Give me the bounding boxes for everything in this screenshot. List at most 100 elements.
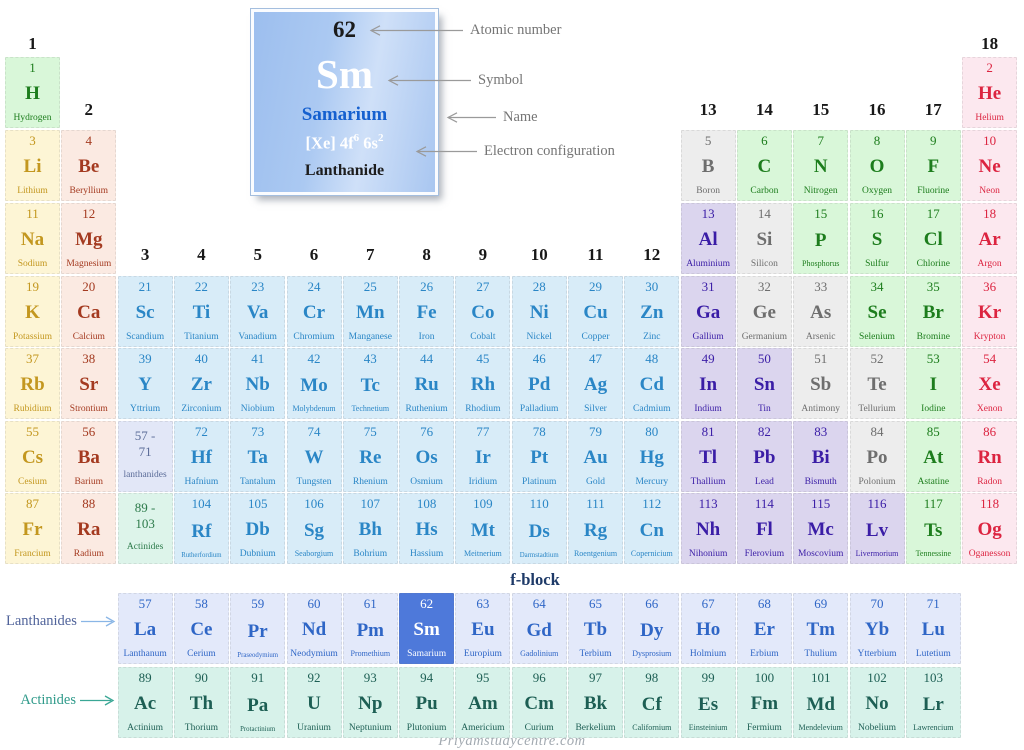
element-name: Boron	[696, 185, 720, 196]
element-symbol: Al	[698, 229, 718, 251]
atomic-number: 66	[645, 596, 659, 611]
element-name: Helium	[975, 112, 1004, 123]
element-symbol: Xe	[978, 374, 1001, 396]
element-cell-54: 54 Xe Xenon	[962, 348, 1018, 419]
element-name: Berkelium	[575, 722, 616, 733]
element-name: Samarium	[407, 648, 447, 659]
actinides-text: Actinides	[20, 691, 76, 708]
arrow-left-icon	[446, 111, 496, 123]
element-name: Yttrium	[130, 403, 161, 414]
atomic-number: 57	[138, 596, 152, 611]
atomic-number: 42	[307, 351, 321, 366]
element-symbol: Au	[583, 447, 608, 469]
group-header-13: 13	[699, 100, 717, 119]
atomic-number: 9	[930, 133, 937, 148]
atomic-number: 91	[251, 670, 265, 685]
group-header-11: 11	[587, 245, 604, 264]
element-cell-70: 70 Yb Ytterbium	[849, 593, 905, 664]
element-cell-90: 90 Th Thorium	[173, 667, 229, 738]
element-name: Ruthenium	[405, 403, 448, 414]
element-symbol: Mn	[356, 302, 385, 324]
atomic-number: 116	[867, 496, 887, 511]
element-name: Bromine	[916, 331, 950, 342]
group-header-3: 3	[140, 245, 150, 264]
element-symbol: I	[929, 374, 937, 396]
element-cell-26: 26 Fe Iron	[399, 276, 455, 347]
element-symbol: Be	[78, 156, 100, 178]
element-name: Mendelevium	[798, 723, 843, 733]
atomic-number: 34	[870, 279, 884, 294]
element-name: Oganesson	[968, 548, 1011, 559]
element-cell-30: 30 Zn Zinc	[624, 276, 680, 347]
atomic-number: 112	[642, 496, 662, 511]
element-symbol: Ar	[978, 229, 1001, 251]
atomic-number: 65	[589, 596, 602, 611]
element-symbol: Hf	[190, 447, 212, 469]
atomic-number: 69	[814, 596, 828, 611]
element-symbol: Cn	[639, 520, 664, 542]
atomic-number: 60	[307, 596, 321, 611]
atomic-number: 98	[645, 670, 659, 685]
element-symbol: Y	[138, 374, 152, 396]
element-name: Gallium	[692, 331, 724, 342]
atomic-number: 90	[194, 670, 208, 685]
element-name: Zirconium	[181, 403, 222, 414]
element-name: Selenium	[859, 331, 895, 342]
element-cell-76: 76 Os Osmium	[399, 421, 455, 492]
atomic-number: 55	[26, 424, 39, 439]
atomic-number: 114	[754, 496, 774, 511]
atomic-number: 35	[926, 279, 940, 294]
element-symbol: Na	[20, 229, 45, 251]
element-name: Fluorine	[917, 185, 950, 196]
element-cell-95: 95 Am Americium	[455, 667, 511, 738]
atomic-number: 72	[194, 424, 208, 439]
element-symbol: Cd	[639, 374, 664, 396]
atomic-number: 79	[589, 424, 602, 439]
element-cell-33: 33 As Arsenic	[793, 276, 849, 347]
atomic-number: 29	[589, 279, 602, 294]
element-cell-16: 16 S Sulfur	[849, 203, 905, 274]
element-name: Molybdenum	[292, 404, 336, 414]
atomic-number: 75	[363, 424, 377, 439]
range-end: 71	[138, 444, 152, 460]
element-cell-60: 60 Nd Neodymium	[286, 593, 342, 664]
element-symbol: Ac	[134, 693, 157, 715]
element-symbol: Rf	[191, 520, 212, 542]
element-cell-14: 14 Si Silicon	[736, 203, 792, 274]
atomic-number: 1	[29, 60, 36, 75]
arrow-right-icon	[80, 615, 116, 627]
element-symbol: Sn	[753, 374, 775, 396]
element-symbol: U	[307, 693, 321, 715]
element-name: Technetium	[351, 404, 390, 414]
element-symbol: Si	[756, 229, 773, 251]
element-cell-102: 102 No Nobelium	[849, 667, 905, 738]
element-name: Nobelium	[858, 722, 896, 733]
atomic-number: 93	[363, 670, 377, 685]
group-header-14: 14	[755, 100, 773, 119]
element-cell-74: 74 W Tungsten	[286, 421, 342, 492]
element-cell-115: 115 Mc Moscovium	[793, 493, 849, 564]
element-name: Erbium	[750, 648, 779, 659]
atomic-number: 46	[532, 351, 546, 366]
annotation-label: Symbol	[478, 71, 524, 88]
element-symbol: Li	[23, 156, 42, 178]
element-cell-73: 73 Ta Tantalum	[230, 421, 286, 492]
element-symbol: Ag	[583, 374, 608, 396]
group-header-17: 17	[924, 100, 942, 119]
element-symbol: Kr	[977, 302, 1002, 324]
element-cell-48: 48 Cd Cadmium	[624, 348, 680, 419]
atomic-number: 2	[986, 60, 993, 75]
element-symbol: He	[977, 83, 1002, 105]
element-cell-79: 79 Au Gold	[568, 421, 623, 492]
element-cell-29: 29 Cu Copper	[568, 276, 623, 347]
element-symbol: Sg	[303, 520, 325, 542]
element-symbol: Co	[471, 302, 495, 324]
element-name: Scandium	[126, 331, 165, 342]
element-cell-104: 104 Rf Rutherfordium	[173, 493, 229, 564]
element-name: Titanium	[184, 331, 219, 342]
element-cell-105: 105 Db Dubnium	[230, 493, 286, 564]
atomic-number: 47	[589, 351, 602, 366]
atomic-number: 51	[814, 351, 828, 366]
atomic-number: 24	[307, 279, 321, 294]
element-symbol: Ce	[190, 619, 213, 641]
